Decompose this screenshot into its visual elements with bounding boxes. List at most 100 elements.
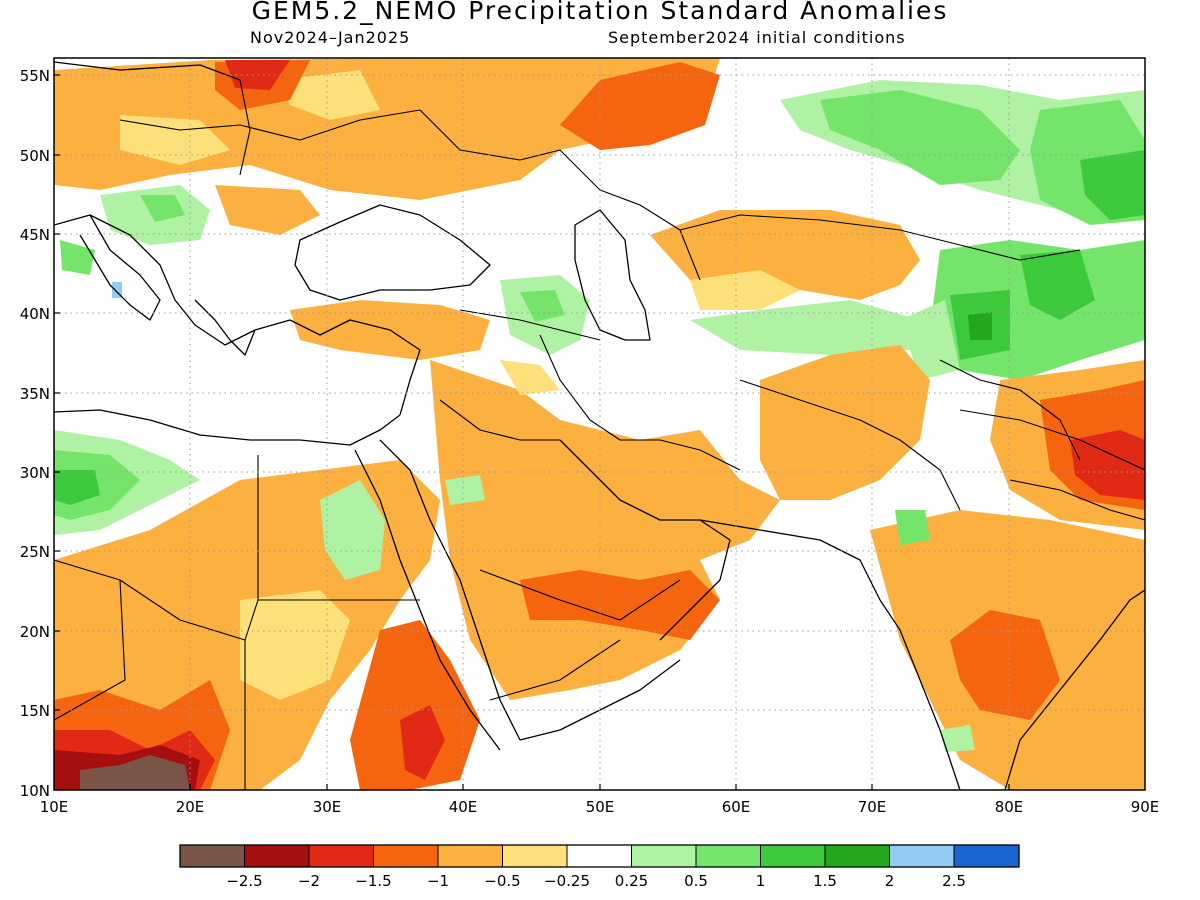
field-sahara-minus-0.25 bbox=[240, 590, 350, 700]
coast-italy bbox=[79, 214, 161, 321]
colorbar-swatch-0 bbox=[180, 845, 245, 867]
field-iraq-minus-0.25 bbox=[500, 360, 560, 395]
field-balkans-plus-1 bbox=[140, 195, 185, 222]
border-1 bbox=[119, 109, 421, 141]
border-13 bbox=[479, 569, 681, 621]
field-libya-plus-1.5 bbox=[54, 470, 100, 505]
field-europe-minus-0.25 bbox=[120, 115, 230, 165]
coast-red-sea-west bbox=[354, 449, 501, 751]
coast-levant-africa bbox=[54, 409, 401, 446]
colorbar-label-9: 1.5 bbox=[813, 872, 837, 890]
field-ukraine-minus-1 bbox=[560, 62, 720, 150]
border-7 bbox=[739, 379, 961, 511]
border-9 bbox=[244, 455, 259, 790]
lat-label-35n: 35N bbox=[20, 385, 50, 403]
colorbar-label-11: 2.5 bbox=[942, 872, 966, 890]
field-xinjiang-plus-1.5b bbox=[1020, 250, 1095, 320]
field-iran-minus-0.5 bbox=[760, 345, 930, 500]
border-11 bbox=[54, 559, 246, 641]
field-centralasia-plus-0.5 bbox=[690, 300, 920, 355]
graticule bbox=[54, 58, 1145, 790]
colorbar-label-3: −1 bbox=[427, 872, 449, 890]
field-balkans-minus-0.5 bbox=[215, 185, 320, 235]
field-caucasus-plus-1 bbox=[520, 290, 565, 322]
border-5 bbox=[459, 309, 601, 341]
lat-label-25n: 25N bbox=[20, 543, 50, 561]
field-arabia-plus-0.5 bbox=[445, 475, 485, 505]
country-borders bbox=[54, 79, 1145, 790]
field-ethiopia-minus-1 bbox=[350, 620, 480, 790]
colorbar-swatch-6 bbox=[567, 845, 632, 867]
colorbar-swatch-8 bbox=[696, 845, 761, 867]
colorbar-swatch-3 bbox=[373, 845, 438, 867]
border-16 bbox=[939, 359, 1081, 461]
colorbar-swatch-12 bbox=[954, 845, 1019, 867]
lat-label-45n: 45N bbox=[20, 226, 50, 244]
border-3 bbox=[419, 109, 701, 281]
colorbar: −2.5 −2 −1.5 −1 −0.5 −0.25 0.25 0.5 1 1.… bbox=[179, 844, 1020, 890]
colorbar-swatch-7 bbox=[631, 845, 696, 867]
coast-iran-pakistan bbox=[699, 519, 881, 601]
coast-india-east bbox=[1004, 589, 1145, 790]
axis-ticks bbox=[54, 74, 1010, 790]
colorbar-swatch-4 bbox=[438, 845, 503, 867]
colorbar-label-7: 0.5 bbox=[684, 872, 708, 890]
lon-label-80e: 80E bbox=[995, 798, 1024, 816]
colorbar-swatch-5 bbox=[502, 845, 567, 867]
colorbar-label-10: 2 bbox=[885, 872, 895, 890]
lon-label-20e: 20E bbox=[176, 798, 205, 816]
field-india-plus-1 bbox=[895, 510, 930, 545]
lat-label-55n: 55N bbox=[20, 67, 50, 85]
lon-label-90e: 90E bbox=[1131, 798, 1160, 816]
colorbar-frame bbox=[179, 844, 1020, 868]
lon-label-70e: 70E bbox=[858, 798, 887, 816]
border-12 bbox=[54, 579, 126, 721]
border-8 bbox=[959, 409, 1145, 471]
colorbar-label-1: −2 bbox=[298, 872, 320, 890]
field-ethiopia-minus-1.5 bbox=[400, 705, 445, 780]
lon-label-10e: 10E bbox=[40, 798, 69, 816]
coast-caspian bbox=[574, 209, 651, 341]
field-kazakh-plus-1.5 bbox=[1080, 150, 1145, 220]
lat-label-50n: 50N bbox=[20, 147, 50, 165]
longitude-labels: 10E 20E 30E 40E 50E 60E 70E 80E 90E bbox=[40, 798, 1160, 816]
colorbar-label-6: 0.25 bbox=[615, 872, 648, 890]
colorbar-label-5: −0.25 bbox=[544, 872, 590, 890]
colorbar-label-0: −2.5 bbox=[226, 872, 262, 890]
lon-label-40e: 40E bbox=[449, 798, 478, 816]
coastlines bbox=[54, 61, 1145, 790]
border-15 bbox=[439, 399, 560, 441]
colorbar-swatch-1 bbox=[244, 845, 309, 867]
lat-label-40n: 40N bbox=[20, 305, 50, 323]
field-centralasia-minus-0.25 bbox=[690, 270, 800, 310]
border-4 bbox=[679, 214, 1081, 261]
field-italy-plus-1 bbox=[60, 240, 95, 275]
border-6 bbox=[539, 334, 741, 471]
lat-label-10n: 10N bbox=[20, 782, 50, 800]
colorbar-label-4: −0.5 bbox=[484, 872, 520, 890]
colorbar-label-2: −1.5 bbox=[355, 872, 391, 890]
coast-arctic-baltic bbox=[54, 61, 241, 81]
coast-red-sea-east bbox=[379, 439, 521, 741]
field-kazakh-plus-1 bbox=[820, 90, 1020, 185]
lat-label-30n: 30N bbox=[20, 464, 50, 482]
border-17 bbox=[1009, 479, 1145, 521]
field-india-plus-0.5 bbox=[940, 725, 975, 752]
field-tibet-minus-1.5 bbox=[1070, 430, 1145, 500]
field-sahara-minus-2.5 bbox=[80, 755, 190, 790]
anomaly-fields bbox=[54, 58, 1145, 790]
colorbar-swatch-9 bbox=[760, 845, 825, 867]
field-arabia-minus-1 bbox=[520, 570, 720, 640]
colorbar-label-8: 1 bbox=[756, 872, 766, 890]
latitude-labels: 55N 50N 45N 40N 35N 30N 25N 20N 15N 10N bbox=[20, 67, 50, 800]
field-europe-minus-0.25b bbox=[280, 70, 380, 120]
forecast-period: Nov2024–Jan2025 bbox=[250, 28, 411, 47]
lon-label-50e: 50E bbox=[586, 798, 615, 816]
coast-black-sea bbox=[294, 204, 491, 301]
border-2 bbox=[239, 79, 251, 176]
lon-label-60e: 60E bbox=[722, 798, 751, 816]
map-title: GEM5.2_NEMO Precipitation Standard Anoma… bbox=[251, 0, 949, 25]
lon-label-30e: 30E bbox=[313, 798, 342, 816]
map-panel bbox=[54, 58, 1145, 790]
field-india-minus-1 bbox=[950, 610, 1060, 720]
